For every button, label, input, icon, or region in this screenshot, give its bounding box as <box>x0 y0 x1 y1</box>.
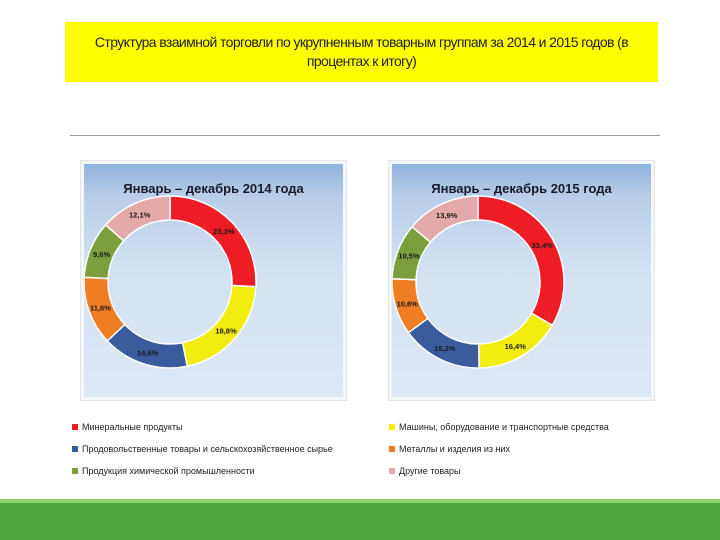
legend-item-mineral: Минеральные продукты <box>72 422 182 432</box>
slice-label-chemical: 9,6% <box>93 250 110 259</box>
slice-label-machinery: 18,8% <box>215 326 237 335</box>
legend-item-food: Продовольственные товары и сельскохозяйс… <box>72 444 333 454</box>
donut-slice-other <box>104 195 171 242</box>
donut-slice-food <box>106 323 189 369</box>
legend-label-mineral: Минеральные продукты <box>82 422 183 432</box>
chart-2015-title: Январь – декабрь 2015 года <box>431 181 612 196</box>
legend-swatch-metals <box>389 446 395 452</box>
chart-2015-panel: Январь – декабрь 2015 года 33,4% 16,4% 15,… <box>392 164 651 397</box>
legend-label-food: Продовольственные товары и сельскохозяйс… <box>82 444 333 454</box>
legend-label-chemical: Продукция химической промышленности <box>82 466 255 476</box>
slice-label-mineral: 23,3% <box>213 227 235 236</box>
slice-label-food: 15,2% <box>434 344 456 353</box>
legend-swatch-food <box>72 446 78 452</box>
legend-label-metals: Металлы и изделия из них <box>399 444 511 454</box>
legend-item-machinery: Машины, оборудование и транспортные сред… <box>389 422 609 432</box>
legend: Минеральные продукты Продовольственные т… <box>72 422 672 484</box>
legend-label-other: Другие товары <box>399 466 461 476</box>
legend-item-chemical: Продукция химической промышленности <box>72 466 255 476</box>
legend-label-machinery: Машины, оборудование и транспортные сред… <box>399 422 609 432</box>
slice-label-food: 14,6% <box>137 349 159 358</box>
slice-label-metals: 11,6% <box>90 303 111 312</box>
donut-slice-mineral <box>477 195 565 327</box>
slice-label-mineral: 33,4% <box>532 241 554 250</box>
donut-slice-mineral <box>169 195 257 288</box>
legend-swatch-other <box>389 468 395 474</box>
chart-2014-title: Январь – декабрь 2014 года <box>123 181 304 196</box>
divider <box>70 135 660 136</box>
slice-label-other: 12,1% <box>129 211 151 220</box>
slice-label-other: 13,9% <box>436 211 458 220</box>
donut-slice-other <box>411 195 479 244</box>
legend-item-metals: Металлы и изделия из них <box>389 444 510 454</box>
title-banner: Структура взаимной торговли по укрупненн… <box>65 22 658 82</box>
donut-slice-machinery <box>478 312 554 369</box>
chart-2014-frame: Январь – декабрь 2014 года 23,3% 18,8% 14,… <box>80 160 347 401</box>
footer-bar <box>0 499 720 540</box>
legend-swatch-chemical <box>72 468 78 474</box>
legend-swatch-mineral <box>72 424 78 430</box>
slice-label-machinery: 16,4% <box>505 342 527 351</box>
legend-swatch-machinery <box>389 424 395 430</box>
chart-2015-donut: 33,4% 16,4% 15,2% 10,6% 10,5% 13,9% <box>392 195 565 369</box>
slide-title: Структура взаимной торговли по укрупненн… <box>94 34 629 69</box>
chart-2015-frame: Январь – декабрь 2015 года 33,4% 16,4% 15,… <box>388 160 655 401</box>
chart-2014-donut: 23,3% 18,8% 14,6% 11,6% 9,6% 12,1% <box>84 195 257 369</box>
legend-item-other: Другие товары <box>389 466 461 476</box>
chart-2014-panel: Январь – декабрь 2014 года 23,3% 18,8% 14,… <box>84 164 343 397</box>
slice-label-chemical: 10,5% <box>398 251 420 260</box>
slice-label-metals: 10,6% <box>397 300 419 309</box>
